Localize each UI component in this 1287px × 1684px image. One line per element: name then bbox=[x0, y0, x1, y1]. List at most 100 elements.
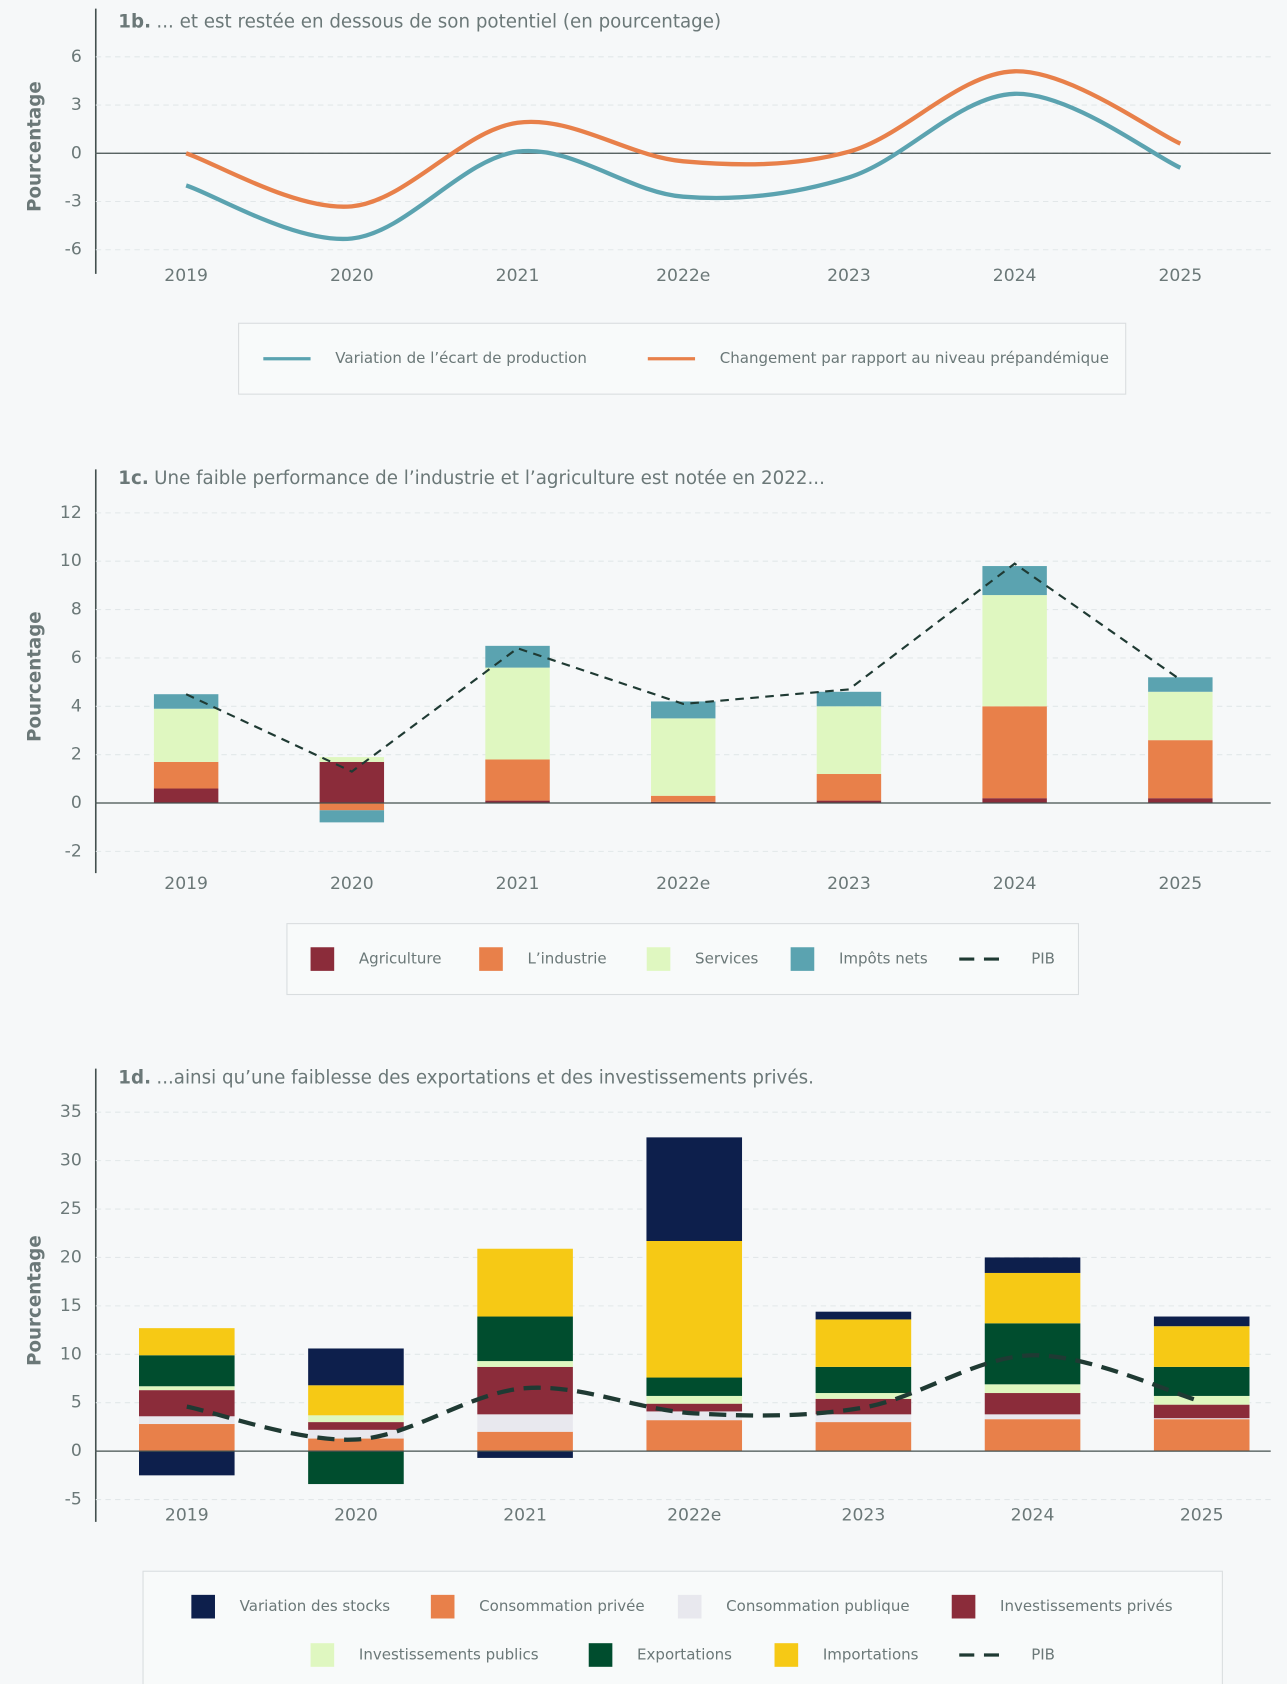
bar-segment bbox=[308, 1429, 404, 1439]
bar-segment bbox=[815, 1422, 912, 1452]
x-tick-label: 2021 bbox=[496, 266, 540, 286]
legend-swatch bbox=[310, 947, 335, 971]
y-tick-label: 30 bbox=[60, 1151, 82, 1171]
chart-title: 1d. ...ainsi qu’une faiblesse des exporta… bbox=[118, 1067, 814, 1088]
bar-segment bbox=[477, 1361, 573, 1367]
bar-segment bbox=[485, 667, 550, 760]
legend-swatch bbox=[430, 1594, 455, 1619]
bar-segment bbox=[816, 774, 882, 801]
bar-segment bbox=[646, 1137, 743, 1241]
y-tick-label: -6 bbox=[65, 240, 82, 260]
legend-label: Agriculture bbox=[359, 950, 442, 968]
y-tick-label: 5 bbox=[71, 1393, 82, 1413]
y-tick-label: 0 bbox=[71, 793, 82, 813]
bar-segment bbox=[982, 706, 1047, 799]
bar-segment bbox=[646, 1420, 743, 1452]
legend-label: L’industrie bbox=[528, 950, 607, 968]
line bbox=[185, 91, 1182, 242]
bar-segment bbox=[1153, 1419, 1250, 1452]
bar-segment bbox=[485, 645, 550, 668]
legend-label: Changement par rapport au niveau prépand… bbox=[720, 349, 1109, 367]
legend-label: Consommation publique bbox=[726, 1597, 909, 1615]
legend-box bbox=[142, 1570, 1223, 1684]
y-tick-label: 35 bbox=[60, 1102, 82, 1122]
x-tick-label: 2020 bbox=[330, 874, 374, 894]
y-tick-label: 15 bbox=[60, 1296, 82, 1316]
bar-segment bbox=[982, 595, 1047, 707]
x-tick-label: 2023 bbox=[827, 266, 871, 286]
bar-segment bbox=[138, 1424, 235, 1452]
x-tick-label: 2020 bbox=[334, 1505, 378, 1525]
x-tick-label: 2020 bbox=[330, 266, 374, 286]
chart-label: 1c. bbox=[118, 468, 148, 489]
bar-segment bbox=[815, 1311, 912, 1320]
bar-segment bbox=[138, 1355, 235, 1387]
chart: 1b.... et est restée en dessous de son p… bbox=[25, 8, 1271, 395]
bar-segment bbox=[308, 1385, 404, 1416]
chart-title: 1c. Une faible performance de l’industrie… bbox=[118, 468, 825, 489]
legend-label: Services bbox=[695, 950, 758, 968]
bar-segment bbox=[1153, 1326, 1250, 1367]
y-tick-label: 2 bbox=[71, 745, 82, 765]
bar-segment bbox=[984, 1257, 1081, 1273]
y-tick-label: 3 bbox=[71, 95, 82, 115]
bar-segment bbox=[651, 795, 716, 802]
legend-swatch bbox=[677, 1594, 702, 1619]
bar-segment bbox=[1148, 798, 1213, 804]
bar-segment bbox=[485, 759, 550, 801]
x-tick-label: 2024 bbox=[993, 266, 1037, 286]
bar-segment bbox=[815, 1414, 912, 1423]
bar-segment bbox=[1148, 677, 1213, 692]
bar-segment bbox=[816, 800, 882, 804]
y-tick-label: 20 bbox=[60, 1247, 82, 1267]
bar-segment bbox=[1148, 691, 1213, 741]
bar-segment bbox=[646, 1377, 743, 1396]
line bbox=[186, 1353, 1203, 1442]
line bbox=[185, 69, 1182, 209]
bar-segment bbox=[477, 1316, 573, 1362]
bar-segment bbox=[153, 694, 219, 709]
bar-segment bbox=[646, 1240, 743, 1378]
bar-segment bbox=[485, 800, 550, 804]
chart-label: 1b. bbox=[118, 12, 151, 33]
bar-segment bbox=[153, 788, 219, 804]
x-tick-label: 2025 bbox=[1180, 1505, 1224, 1525]
bar-segment bbox=[138, 1416, 235, 1425]
y-tick-label: 0 bbox=[71, 143, 82, 163]
bar-segment bbox=[319, 757, 385, 762]
bar-segment bbox=[651, 701, 716, 719]
bar-segment bbox=[1148, 740, 1213, 799]
bar-segment bbox=[1153, 1366, 1250, 1396]
y-tick-label: 12 bbox=[60, 503, 82, 523]
y-axis-label: Pourcentage bbox=[25, 1235, 46, 1366]
bar-segment bbox=[984, 1384, 1081, 1394]
bar-segment bbox=[1153, 1316, 1250, 1327]
bar-segment bbox=[816, 706, 882, 775]
legend-label: Investissements publics bbox=[359, 1646, 539, 1664]
legend-label: Consommation privée bbox=[479, 1597, 644, 1615]
bar-segment bbox=[815, 1393, 912, 1399]
y-axis-label: Pourcentage bbox=[25, 611, 46, 742]
legend-label: Exportations bbox=[637, 1646, 732, 1664]
legend-box bbox=[286, 923, 1079, 996]
bar-segment bbox=[646, 1411, 743, 1421]
bar-segment bbox=[815, 1319, 912, 1367]
bar-segment bbox=[1153, 1404, 1250, 1419]
legend-label: Variation des stocks bbox=[240, 1597, 391, 1615]
bar-segment bbox=[308, 1415, 404, 1423]
bar-segment bbox=[984, 1419, 1081, 1452]
bar-segment bbox=[138, 1451, 235, 1476]
legend-swatch bbox=[588, 1643, 613, 1667]
bar-segment bbox=[646, 1395, 743, 1404]
bar-segment bbox=[138, 1390, 235, 1417]
legend-swatch bbox=[479, 947, 503, 971]
bar-segment bbox=[138, 1386, 235, 1391]
bar-segment bbox=[319, 810, 385, 823]
y-axis-label: Pourcentage bbox=[25, 81, 46, 212]
legend-label: Impôts nets bbox=[839, 950, 928, 968]
bar-segment bbox=[984, 1272, 1081, 1324]
legend-swatch bbox=[646, 947, 671, 971]
legend-swatch bbox=[191, 1594, 215, 1619]
bar-segment bbox=[984, 1414, 1081, 1420]
